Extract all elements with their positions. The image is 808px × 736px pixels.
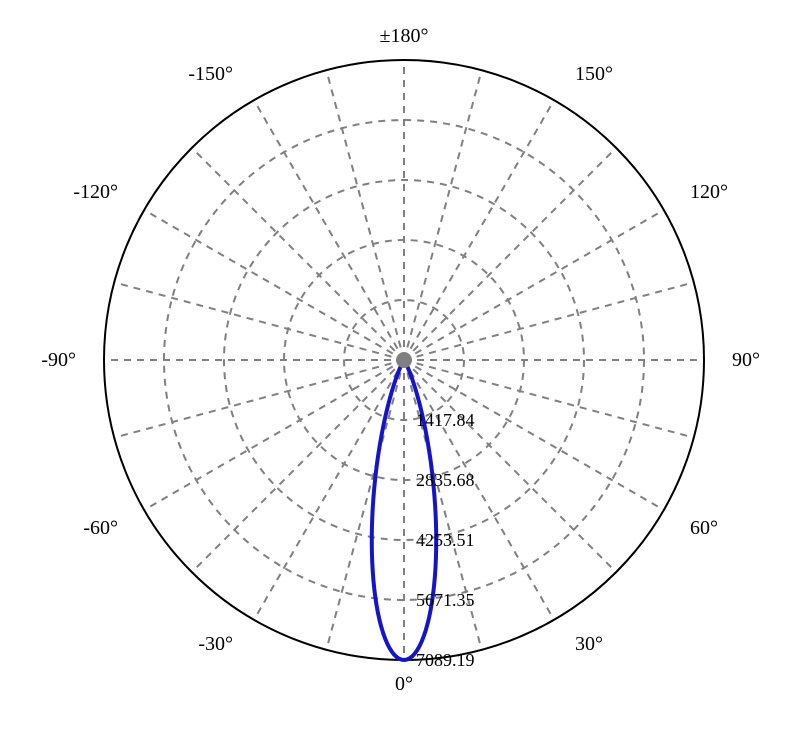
angle-label: 120° [690, 181, 728, 203]
radial-label: 7089.19 [416, 650, 475, 670]
angle-label: 30° [575, 633, 603, 655]
angle-label: 60° [690, 517, 718, 539]
grid-spoke [144, 360, 404, 510]
grid-spoke [192, 148, 404, 360]
angle-label: ±180° [380, 25, 429, 47]
center-point [396, 352, 412, 368]
angle-label: 150° [575, 63, 613, 85]
grid-spoke [254, 100, 404, 360]
grid-spoke [404, 210, 664, 360]
radial-label: 5671.35 [416, 590, 475, 610]
angle-label: 0° [395, 673, 413, 695]
grid-spoke [144, 210, 404, 360]
grid-spoke [404, 148, 616, 360]
angle-label: -150° [188, 63, 233, 85]
polar-chart: 1417.84 2835.68 4253.51 5671.35 7089.19 ±180… [0, 0, 808, 736]
radial-label: 4253.51 [416, 530, 475, 550]
radial-label: 2835.68 [416, 470, 475, 490]
angle-label: -60° [83, 517, 118, 539]
grid-spoke [404, 100, 554, 360]
grid-spoke [114, 360, 404, 438]
grid-spoke [404, 70, 482, 360]
angle-label: -90° [41, 349, 76, 371]
center-dot [396, 352, 412, 368]
angle-label: 90° [732, 349, 760, 371]
angle-label: -30° [198, 633, 233, 655]
radial-label: 1417.84 [416, 410, 475, 430]
grid-spoke [114, 282, 404, 360]
grid-spoke [404, 282, 694, 360]
grid-spoke [326, 70, 404, 360]
grid-spoke [254, 360, 404, 620]
angle-label: -120° [73, 181, 118, 203]
grid-spoke [326, 360, 404, 650]
